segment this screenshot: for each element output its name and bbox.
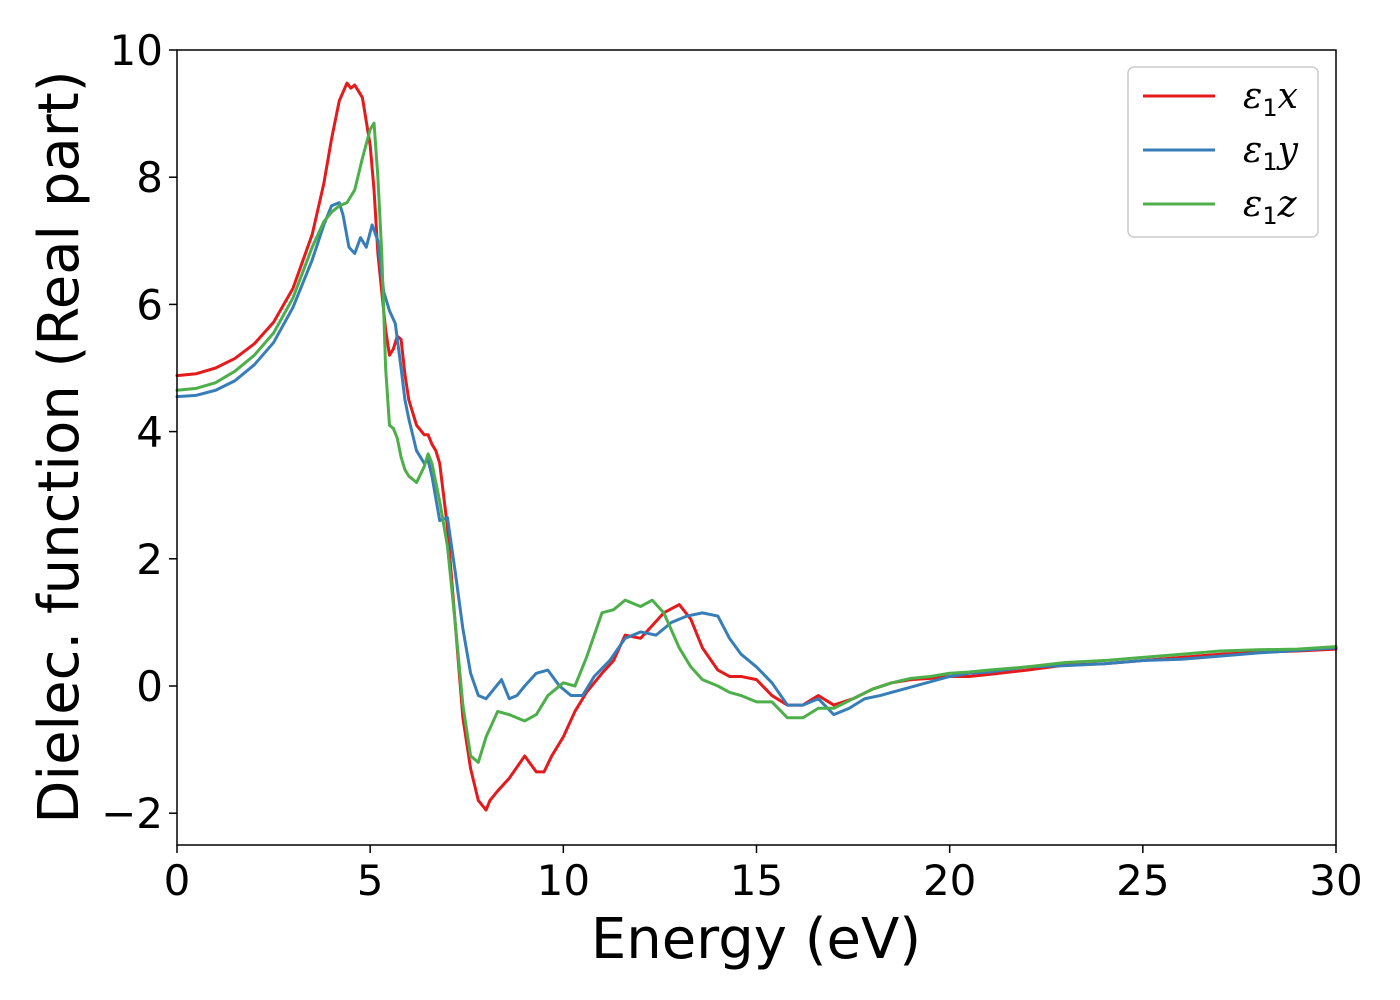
- y-tick-label: −2: [101, 789, 163, 838]
- x-tick-label: 20: [923, 856, 976, 905]
- y-tick-label: 0: [136, 662, 163, 711]
- y-tick-label: 10: [110, 26, 163, 75]
- legend-label-z: ε1z: [1243, 184, 1298, 230]
- plot-lines-group: [175, 81, 1338, 812]
- y-tick-label: 2: [136, 535, 163, 584]
- legend-items: ε1x ε1y ε1z: [1143, 76, 1299, 230]
- y-tick-label: 4: [136, 408, 163, 457]
- x-tick-label: 5: [357, 856, 384, 905]
- y-tick-label: 8: [136, 153, 163, 202]
- x-tick-label: 30: [1309, 856, 1362, 905]
- x-axis-ticks: 0 5 10 15 20 25 30: [164, 845, 1363, 905]
- x-tick-label: 25: [1116, 856, 1169, 905]
- legend-label-x: ε1x: [1243, 76, 1298, 122]
- x-axis-label: Energy (eV): [591, 907, 921, 972]
- y-axis-label: Dielec. function (Real part): [27, 70, 92, 823]
- x-tick-label: 10: [537, 856, 590, 905]
- y-tick-label: 6: [136, 280, 163, 329]
- legend-label-y: ε1y: [1243, 130, 1299, 176]
- series-line-y: [175, 201, 1338, 717]
- x-tick-label: 0: [164, 856, 191, 905]
- series-line-z: [175, 121, 1338, 764]
- legend: ε1x ε1y ε1z: [1127, 66, 1319, 238]
- legend-box: [1127, 66, 1319, 238]
- x-tick-label: 15: [730, 856, 783, 905]
- y-axis-ticks: −2 0 2 4 6 8 10: [101, 26, 177, 838]
